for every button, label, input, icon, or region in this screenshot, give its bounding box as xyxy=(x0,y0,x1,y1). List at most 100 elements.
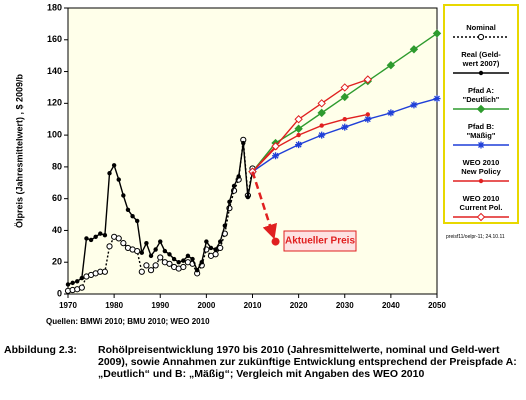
marker xyxy=(432,29,442,38)
marker xyxy=(295,141,303,149)
marker xyxy=(319,123,324,128)
marker xyxy=(143,262,150,269)
marker xyxy=(386,60,396,70)
x-tick-label: 2040 xyxy=(382,301,400,310)
version-note: preisf11/oelpr-11; 24.10.11 xyxy=(446,234,505,240)
x-tick-label: 1980 xyxy=(105,301,123,310)
marker xyxy=(341,123,349,131)
legend-item: Real (Geld- wert 2007) xyxy=(445,42,517,78)
marker xyxy=(227,199,232,205)
marker xyxy=(176,260,181,265)
x-tick-label: 1970 xyxy=(59,301,77,310)
x-tick-label: 2010 xyxy=(244,301,262,310)
legend-label: Pfad B: "Mäßig" xyxy=(466,122,496,140)
marker xyxy=(245,194,251,200)
legend-item: WEO 2010 Current Pol. xyxy=(445,186,517,222)
marker xyxy=(190,256,195,262)
marker xyxy=(144,240,149,246)
marker xyxy=(70,280,75,286)
marker xyxy=(98,231,103,236)
marker xyxy=(340,92,349,102)
marker xyxy=(158,239,163,244)
y-tick-label: 160 xyxy=(47,34,62,44)
caption-label: Abbildung 2.3: xyxy=(4,344,77,356)
marker xyxy=(236,174,241,179)
marker xyxy=(120,240,127,247)
marker xyxy=(139,250,144,255)
marker xyxy=(153,247,158,252)
annotation-point xyxy=(271,237,280,246)
x-tick-label: 2050 xyxy=(428,301,446,310)
y-tick-label: 100 xyxy=(47,129,62,139)
marker xyxy=(102,233,108,238)
legend-swatch xyxy=(453,33,509,41)
marker xyxy=(134,218,140,224)
series-line xyxy=(251,113,368,173)
y-tick-label: 140 xyxy=(47,66,62,76)
marker xyxy=(166,260,173,267)
y-tick-label: 180 xyxy=(47,2,62,12)
marker xyxy=(162,248,168,254)
marker xyxy=(317,99,326,108)
marker xyxy=(115,235,122,242)
y-tick-label: 0 xyxy=(57,288,62,298)
marker xyxy=(111,163,117,168)
marker xyxy=(116,177,121,182)
marker xyxy=(199,260,204,265)
legend-swatch xyxy=(453,141,509,149)
marker xyxy=(477,141,485,149)
marker xyxy=(271,142,280,151)
marker xyxy=(410,101,418,109)
marker xyxy=(478,70,484,76)
marker xyxy=(101,268,109,275)
marker xyxy=(106,243,113,250)
marker xyxy=(476,212,486,222)
marker xyxy=(409,45,419,54)
legend: Nominal Real (Geld- wert 2007) Pfad A: "De… xyxy=(443,4,519,224)
marker xyxy=(130,213,135,219)
marker xyxy=(363,75,373,84)
marker xyxy=(222,223,228,228)
y-tick-label: 40 xyxy=(52,225,62,235)
x-tick-label: 2030 xyxy=(336,301,354,310)
marker xyxy=(157,254,164,261)
legend-label: Pfad A: "Deutlich" xyxy=(462,86,500,104)
marker xyxy=(167,252,172,257)
marker xyxy=(317,108,326,118)
marker xyxy=(340,83,349,92)
legend-label: Nominal xyxy=(466,23,496,32)
legend-item: Pfad A: "Deutlich" xyxy=(445,78,517,114)
marker xyxy=(93,234,98,239)
marker xyxy=(79,275,85,281)
marker xyxy=(294,124,303,133)
y-axis-label: Ölpreis (Jahresmittelwert) , $ 2009/b xyxy=(14,73,24,228)
marker xyxy=(180,263,187,271)
marker xyxy=(204,239,209,244)
marker xyxy=(147,267,155,274)
legend-swatch xyxy=(453,178,509,184)
marker xyxy=(78,284,85,291)
marker xyxy=(272,152,280,160)
y-tick-label: 20 xyxy=(52,257,62,267)
marker xyxy=(152,262,159,269)
marker xyxy=(148,253,154,259)
marker xyxy=(134,248,141,255)
marker xyxy=(218,239,223,244)
marker xyxy=(171,256,177,262)
marker xyxy=(241,140,246,146)
marker xyxy=(138,268,145,275)
marker xyxy=(121,193,126,198)
marker xyxy=(194,267,200,273)
legend-item: Nominal xyxy=(445,6,517,42)
marker xyxy=(217,244,224,252)
marker xyxy=(476,104,486,114)
series-line xyxy=(251,78,369,173)
marker xyxy=(365,112,371,117)
x-tick-label: 2000 xyxy=(197,301,215,310)
legend-label: WEO 2010 New Policy xyxy=(461,158,501,176)
annotation-text: Aktueller Preis xyxy=(285,236,355,247)
marker xyxy=(65,282,71,287)
marker xyxy=(208,245,214,251)
marker xyxy=(75,279,80,284)
